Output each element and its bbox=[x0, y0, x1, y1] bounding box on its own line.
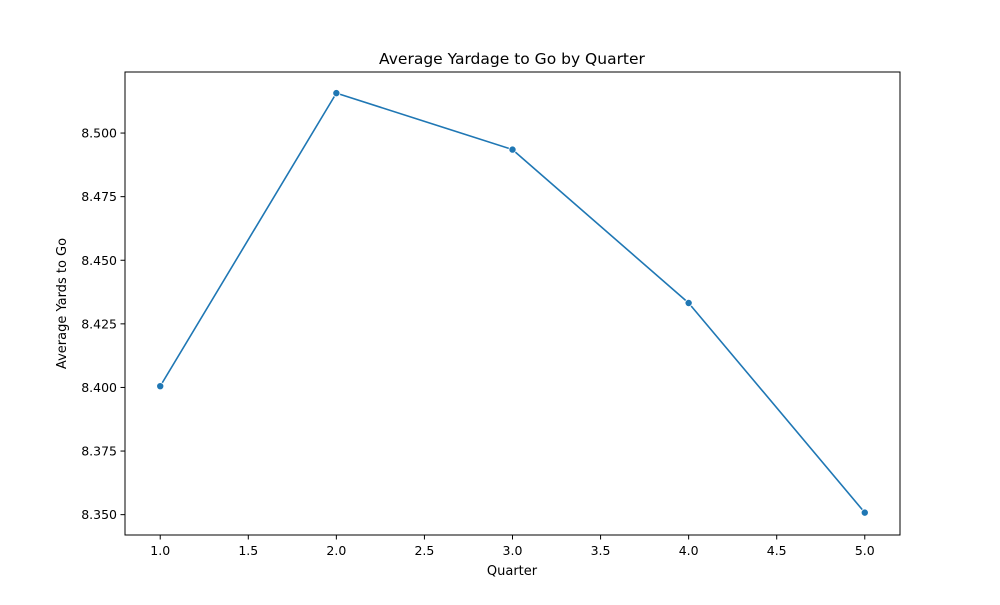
data-point bbox=[156, 382, 165, 391]
chart-title: Average Yardage to Go by Quarter bbox=[379, 50, 646, 68]
data-point bbox=[684, 298, 693, 307]
data-point bbox=[860, 508, 869, 517]
x-tick-label: 2.0 bbox=[326, 543, 346, 558]
x-axis-label: Quarter bbox=[487, 564, 538, 579]
y-axis-label: Average Yards to Go bbox=[55, 238, 70, 369]
y-tick-label: 8.425 bbox=[81, 316, 117, 331]
y-tick-label: 8.475 bbox=[81, 189, 117, 204]
x-tick-label: 3.0 bbox=[503, 543, 523, 558]
x-axis: 1.0 1.5 2.0 2.5 3.0 3.5 4.0 4.5 5.0 bbox=[150, 535, 875, 558]
data-point bbox=[332, 89, 341, 98]
x-tick-label: 2.5 bbox=[414, 543, 434, 558]
x-tick-label: 4.0 bbox=[679, 543, 699, 558]
x-tick-label: 3.5 bbox=[591, 543, 611, 558]
x-tick-label: 1.5 bbox=[238, 543, 258, 558]
y-tick-label: 8.350 bbox=[81, 507, 117, 522]
data-point bbox=[508, 145, 517, 154]
x-tick-label: 5.0 bbox=[855, 543, 875, 558]
x-tick-label: 1.0 bbox=[150, 543, 170, 558]
y-axis: 8.350 8.375 8.400 8.425 8.450 8.475 8.500 bbox=[81, 126, 125, 522]
y-tick-label: 8.400 bbox=[81, 380, 117, 395]
y-tick-label: 8.450 bbox=[81, 253, 117, 268]
x-tick-label: 4.5 bbox=[767, 543, 787, 558]
y-tick-label: 8.375 bbox=[81, 444, 117, 459]
plot-area-frame bbox=[124, 71, 901, 536]
y-tick-label: 8.500 bbox=[81, 126, 117, 141]
series-layer bbox=[156, 89, 869, 517]
